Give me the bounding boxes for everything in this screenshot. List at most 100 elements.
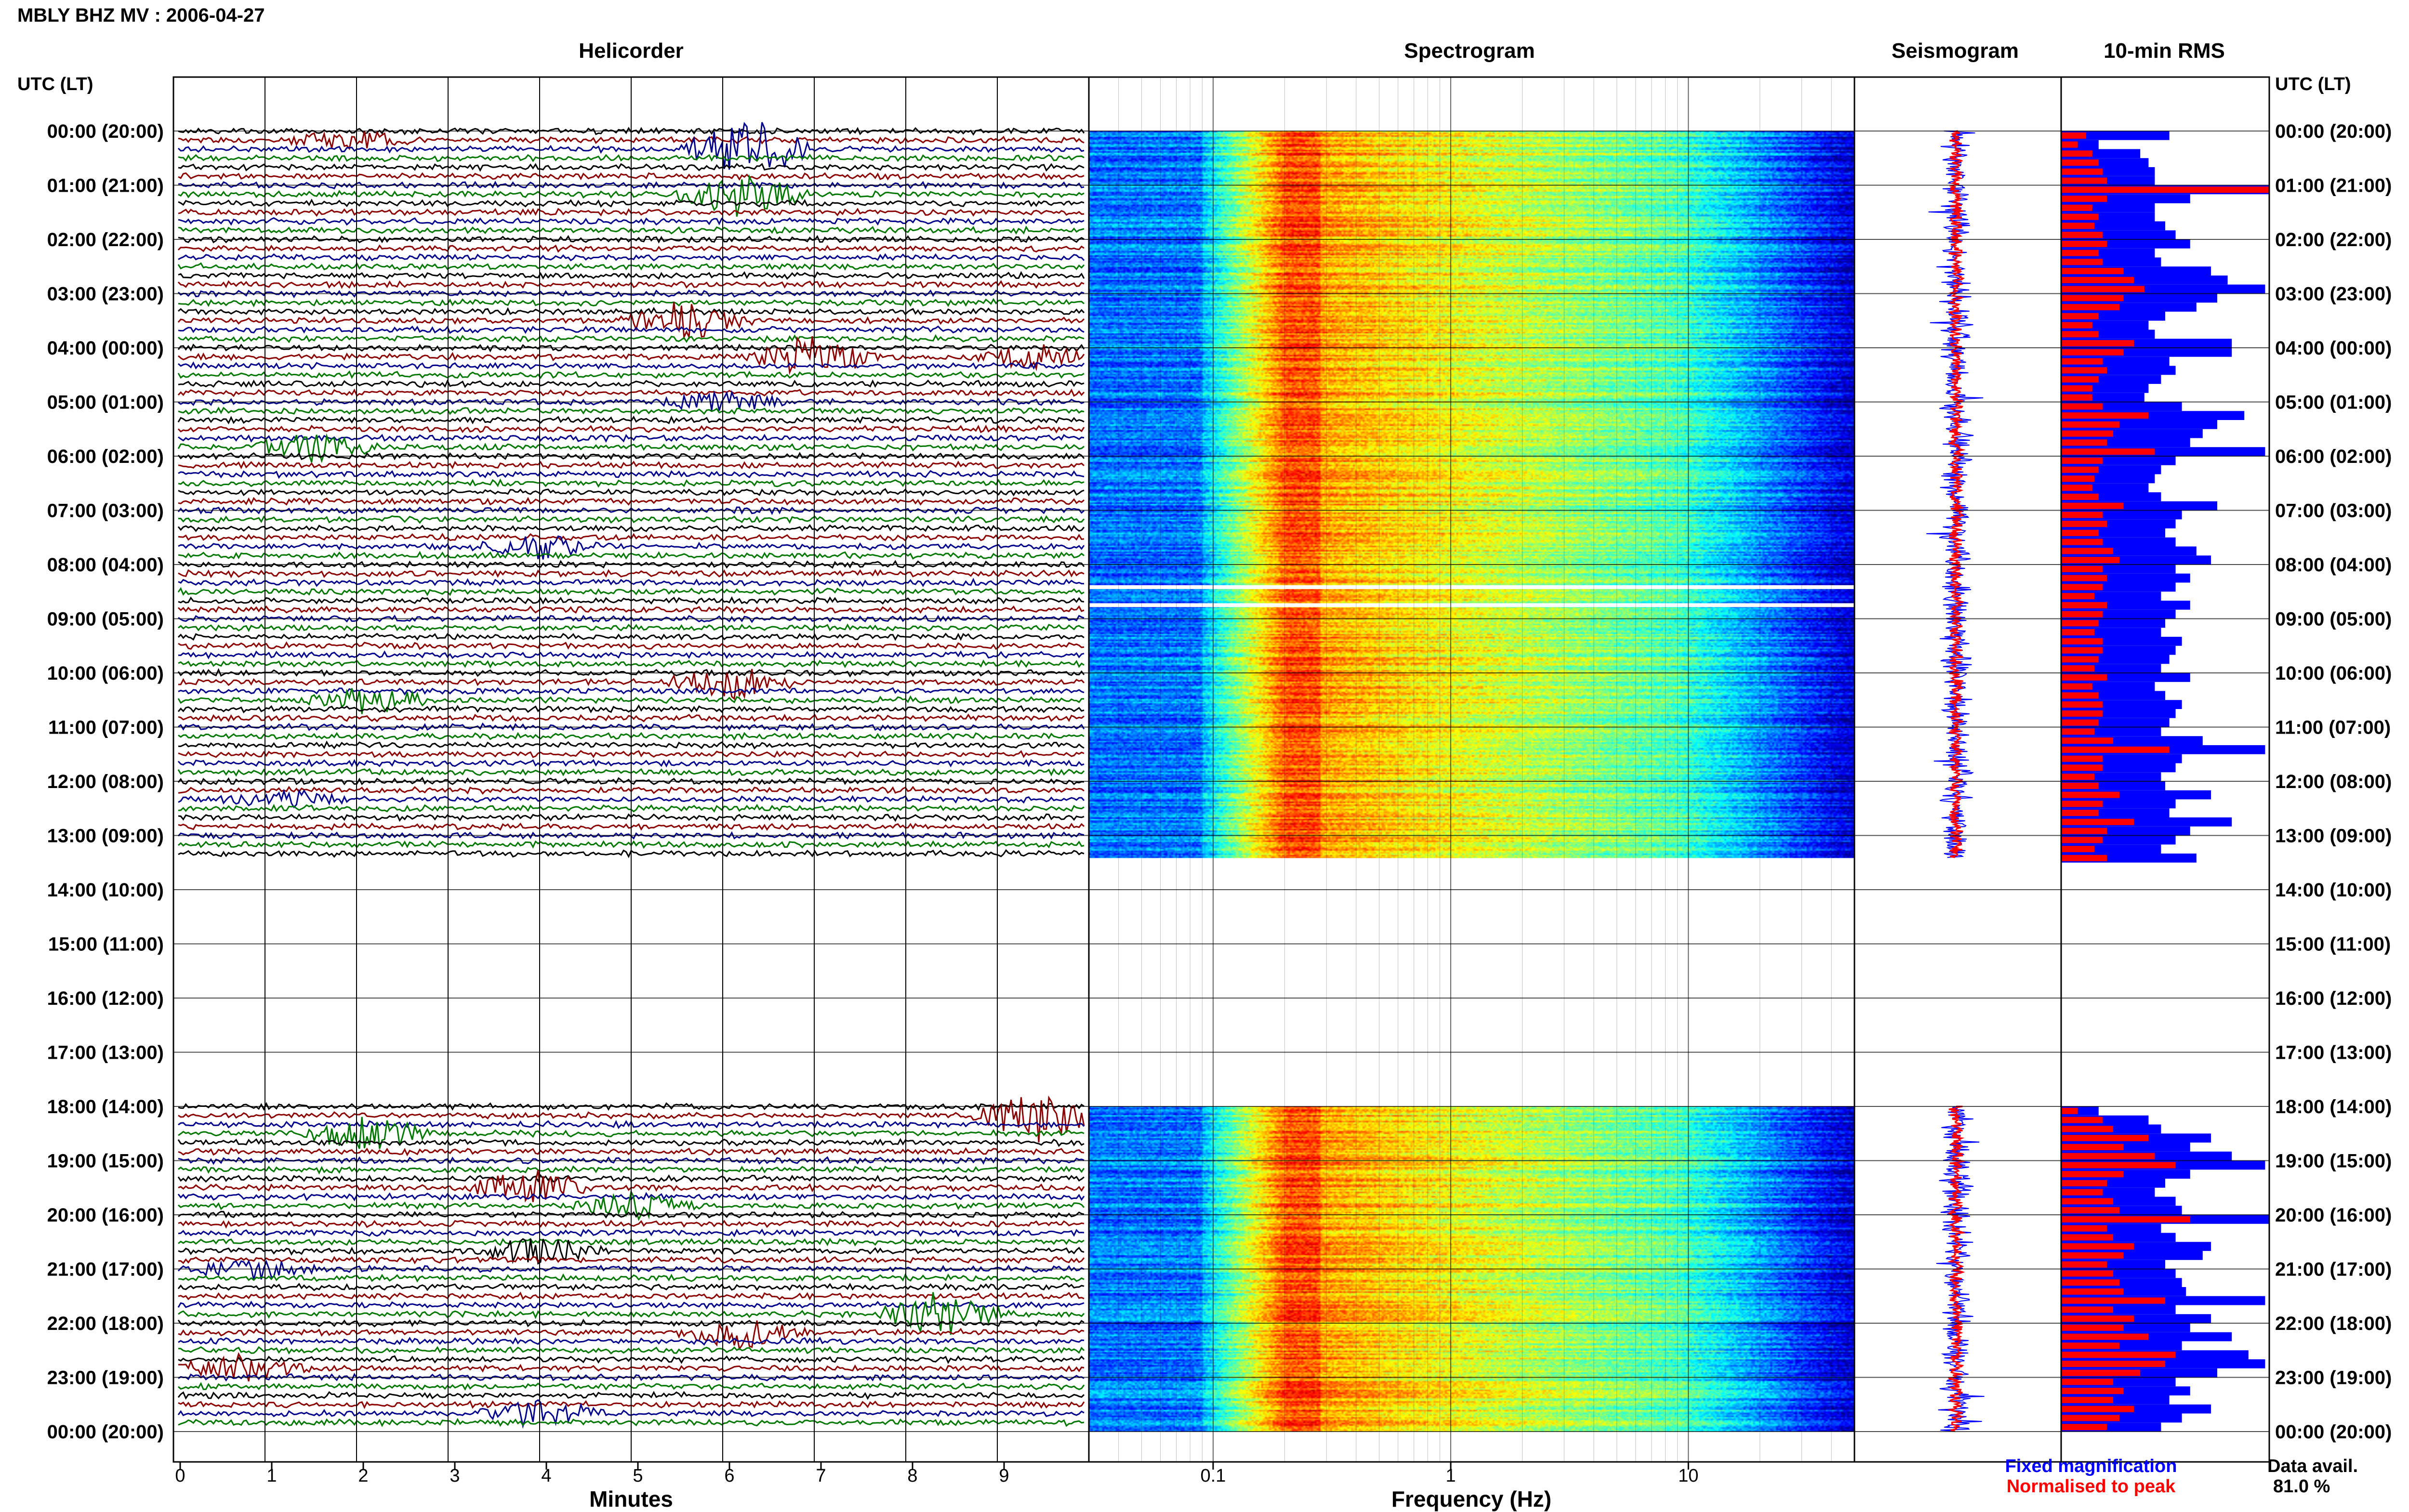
time-tick-label-left: 18:00 (14:00) [47,1096,164,1118]
rms-bar-normalised [2061,168,2103,175]
spectrogram-title: Spectrogram [1404,39,1535,63]
rms-bar-normalised [2061,502,2124,509]
time-tick-label-right: 12:00 (08:00) [2275,771,2392,792]
rms-bar-normalised [2061,1261,2107,1268]
time-tick-label-left: 00:00 (20:00) [47,1421,164,1443]
rms-bar-normalised [2061,1297,2165,1304]
time-axis-header-left: UTC (LT) [17,74,93,94]
legend-fixed-magnification: Fixed magnification [2005,1456,2177,1476]
rms-bar-normalised [2061,855,2107,861]
rms-bar-normalised [2061,268,2124,275]
rms-bar-normalised [2061,539,2103,545]
rms-bar-normalised [2061,1126,2113,1132]
seismogram-fixed-magnification [1936,1106,1985,1432]
time-tick-label-right: 21:00 (17:00) [2275,1259,2392,1280]
minutes-tick-label: 6 [724,1466,734,1486]
rms-bar-normalised [2061,412,2149,419]
rms-bar-normalised [2061,828,2107,834]
rms-bar-normalised [2061,683,2092,690]
rms-bar-normalised [2061,620,2099,627]
time-tick-label-right: 06:00 (02:00) [2275,446,2392,467]
rms-bar-normalised [2061,656,2099,663]
rms-bar-normalised [2061,602,2107,608]
time-tick-label-left: 15:00 (11:00) [48,934,164,955]
rms-bar-normalised [2061,575,2107,581]
rms-bar-normalised [2061,1342,2119,1349]
time-tick-label-right: 18:00 (14:00) [2275,1096,2392,1118]
spectrogram-image [1089,131,1854,858]
rms-bar-normalised [2061,1162,2176,1169]
minutes-tick-label: 2 [358,1466,368,1486]
time-tick-label-left: 06:00 (02:00) [47,446,164,467]
data-availability-value: 81.0 % [2273,1476,2330,1497]
seismogram-normalised [1947,1105,1966,1432]
rms-bar-normalised [2061,1252,2124,1259]
rms-bar-normalised [2061,259,2103,265]
rms-bar-normalised [2061,846,2095,853]
rms-bar-normalised [2061,475,2095,482]
rms-bar-normalised [2061,1225,2107,1232]
time-tick-labels: 00:00 (20:00) 00:00 (20:00) 01:00 (21:00) 0… [47,121,2392,1443]
rms-bar-normalised [2061,647,2103,654]
rms-bar-normalised [2061,358,2103,365]
rms-bar-normalised [2061,367,2107,374]
figure-title: MBLY BHZ MV : 2006-04-27 [17,5,265,26]
rms-bar-normalised [2061,313,2099,319]
frequency-axis: 0.1 1 10 [1200,1462,1698,1486]
rms-bar-normalised [2061,557,2119,564]
minutes-axis: 0 1 2 3 4 5 6 7 8 9 [175,1462,1009,1486]
spectrogram-gap-line [1089,603,1854,607]
rms-bar-normalised [2061,529,2099,536]
time-tick-label-right: 13:00 (09:00) [2275,826,2392,847]
legend-normalised-to-peak: Normalised to peak [2007,1476,2176,1497]
time-tick-label-right: 16:00 (12:00) [2275,988,2392,1009]
minutes-tick-label: 5 [633,1466,643,1486]
minutes-tick-label: 8 [907,1466,917,1486]
rms-bar-normalised [2061,638,2103,644]
time-tick-label-right: 23:00 (19:00) [2275,1367,2392,1389]
rms-bar-normalised [2061,1324,2124,1331]
time-tick-label-left: 17:00 (13:00) [47,1042,164,1064]
seismogram-fixed-magnification [1926,131,1984,858]
rms-bar-normalised [2061,1198,2113,1205]
rms-bar-normalised [2061,1279,2119,1286]
time-tick-label-left: 03:00 (23:00) [47,284,164,305]
rms-bar-normalised [2061,719,2099,726]
rms-bar-normalised [2061,791,2119,798]
helicorder-title: Helicorder [579,39,684,63]
rms-bar-normalised [2061,1107,2078,1114]
rms-bar-normalised [2061,1360,2165,1367]
minutes-tick-label: 4 [541,1466,551,1486]
minutes-tick-label: 9 [999,1466,1009,1486]
time-tick-label-right: 01:00 (21:00) [2275,175,2392,197]
time-tick-label-left: 12:00 (08:00) [47,771,164,792]
rms-bar-normalised [2061,1180,2107,1186]
rms-bar-normalised [2061,286,2144,292]
rms-bar-normalised [2061,385,2092,392]
panel-frames [172,76,2270,1463]
time-tick-label-right: 04:00 (00:00) [2275,338,2392,359]
rms-bar-normalised [2061,150,2092,157]
rms-bar-normalised [2061,665,2095,672]
rms-bar-normalised [2061,774,2095,780]
frequency-tick-label: 1 [1446,1466,1456,1486]
spectrogram-block [1089,131,1854,858]
rms-bar-normalised [2061,692,2099,699]
rms-bar-normalised [2061,1306,2113,1313]
rms-bar-normalised [2061,521,2107,527]
rms-bar-normalised [2061,1153,2155,1159]
rms-bar-normalised [2061,764,2103,771]
time-tick-label-left: 20:00 (16:00) [47,1205,164,1226]
time-tick-label-left: 16:00 (12:00) [47,988,164,1009]
rms-bar-normalised [2061,159,2099,166]
rms-bar-normalised [2061,782,2099,789]
time-tick-label-right: 20:00 (16:00) [2275,1205,2392,1226]
time-tick-label-right: 00:00 (20:00) [2275,1421,2392,1443]
rms-bar-normalised [2061,1396,2113,1403]
rms-bar-normalised [2061,1117,2103,1123]
rms-bar-normalised [2061,593,2095,600]
rms-bar-normalised [2061,746,2170,753]
frequency-tick-label: 0.1 [1200,1466,1226,1486]
rms-bar-normalised [2061,196,2107,202]
rms-bar-normalised [2061,1171,2124,1178]
